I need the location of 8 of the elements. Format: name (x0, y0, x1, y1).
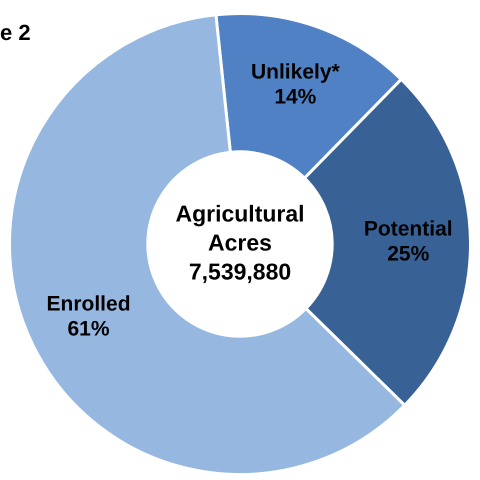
slice-label: Enrolled (46, 292, 131, 316)
data-label: 25% (387, 242, 430, 266)
chart-title: e 2 (0, 20, 31, 46)
slice-label: Unlikely* (250, 60, 341, 84)
data-label: 61% (67, 318, 110, 341)
slice-label: Potential (364, 218, 453, 241)
text: Agricultural Acres 7,539,880 (175, 200, 305, 284)
data-label: 14% (274, 85, 317, 108)
